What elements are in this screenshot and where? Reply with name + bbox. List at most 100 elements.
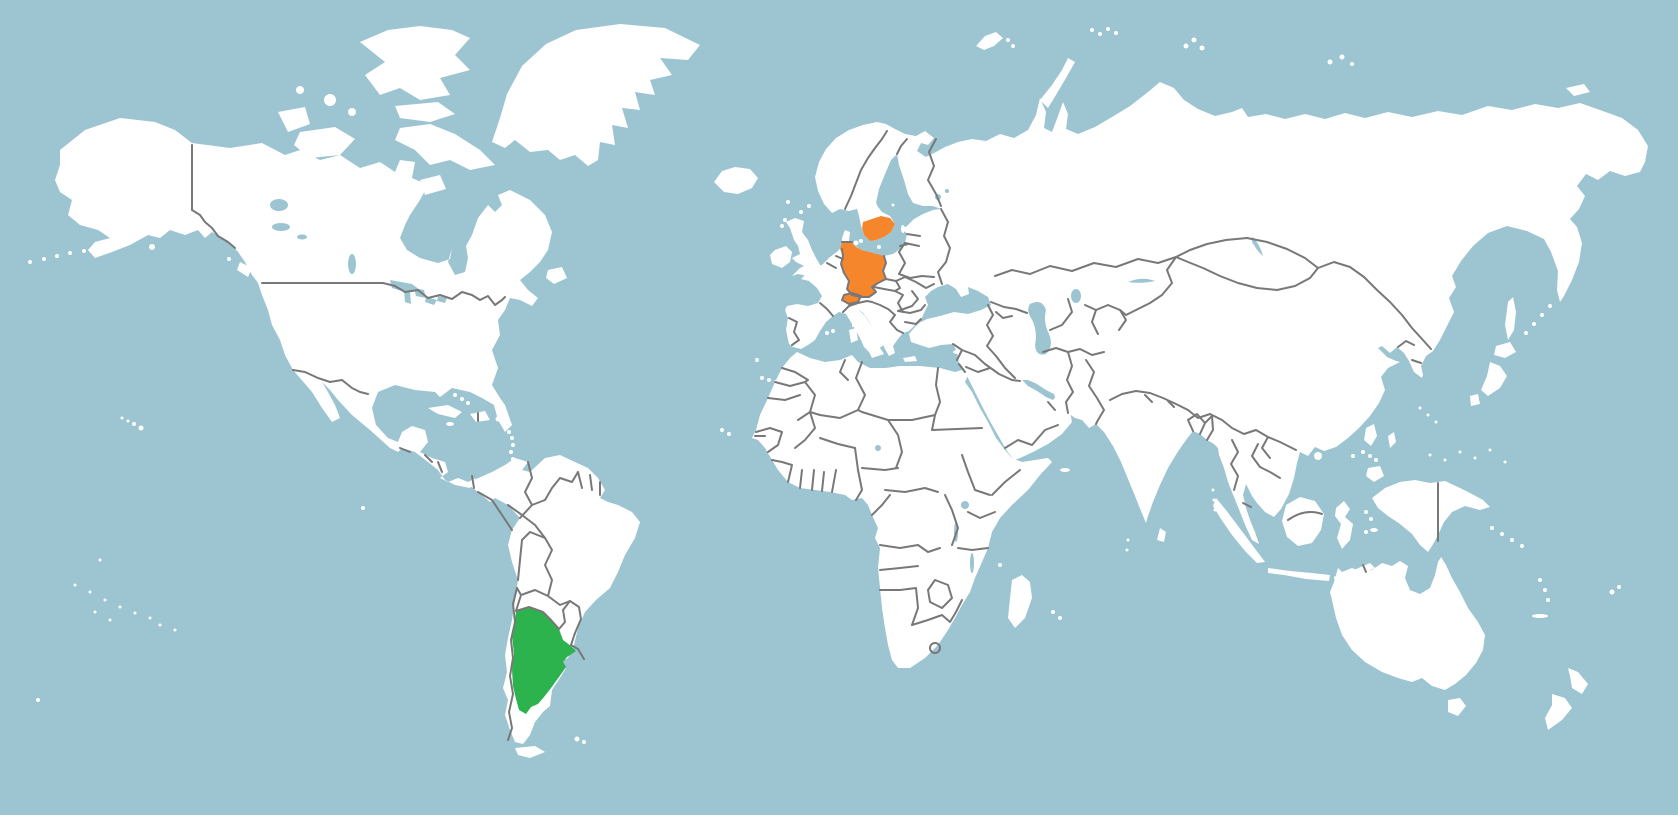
border-line bbox=[986, 304, 1016, 379]
island-borneo bbox=[1282, 497, 1324, 546]
island-dot bbox=[1327, 59, 1333, 65]
island-dot bbox=[453, 393, 457, 397]
island-dot bbox=[133, 611, 137, 615]
island-dot bbox=[1490, 526, 1494, 530]
island-dot bbox=[1368, 454, 1372, 458]
border-line bbox=[1091, 309, 1099, 335]
island-dot bbox=[1183, 43, 1189, 49]
island-dot bbox=[110, 245, 114, 249]
border-line bbox=[589, 474, 593, 491]
border-line bbox=[898, 242, 906, 253]
island-gotland bbox=[901, 225, 905, 233]
border-line bbox=[861, 467, 899, 471]
island-dot bbox=[853, 240, 859, 246]
landmasses bbox=[28, 24, 1648, 758]
island-dot bbox=[503, 424, 507, 428]
border-line bbox=[524, 461, 579, 506]
landmass-greenland bbox=[492, 24, 700, 166]
border-line bbox=[994, 256, 1177, 277]
border-line bbox=[1242, 502, 1252, 508]
border-line bbox=[774, 381, 816, 421]
border-line bbox=[937, 208, 951, 285]
border-line bbox=[1049, 298, 1073, 331]
border-line bbox=[1085, 359, 1105, 425]
island-dot bbox=[82, 249, 86, 253]
border-line bbox=[944, 494, 959, 546]
island-dot bbox=[831, 329, 835, 333]
island-dot bbox=[510, 436, 514, 440]
island-dot bbox=[148, 616, 152, 620]
border-line bbox=[958, 363, 966, 373]
border-line bbox=[788, 317, 800, 346]
border-line bbox=[904, 318, 922, 325]
border-line bbox=[995, 311, 1013, 319]
island-hainan bbox=[1314, 452, 1322, 460]
island-dot bbox=[42, 257, 46, 261]
lake-superior bbox=[390, 280, 420, 292]
island-victoria bbox=[294, 127, 355, 158]
landmass-eurasia bbox=[785, 82, 1648, 544]
border-line bbox=[799, 469, 803, 489]
border-line bbox=[839, 359, 849, 381]
island-dot bbox=[780, 224, 784, 228]
border-line bbox=[577, 471, 583, 489]
island-dot bbox=[507, 430, 511, 434]
island-sumatra bbox=[1213, 498, 1265, 563]
island-madagascar bbox=[1008, 575, 1032, 628]
border-line bbox=[767, 394, 801, 401]
island-dot bbox=[1532, 322, 1536, 326]
border-line bbox=[1042, 347, 1105, 356]
island-vancouver bbox=[237, 262, 252, 277]
island-devon bbox=[395, 102, 455, 122]
border-line bbox=[887, 419, 903, 469]
border-line bbox=[879, 587, 919, 626]
island-dot bbox=[1473, 456, 1477, 460]
border-line bbox=[437, 461, 443, 473]
border-line bbox=[191, 144, 236, 249]
highlighted-regions bbox=[512, 216, 895, 714]
border-line bbox=[771, 459, 793, 483]
island-nz-north bbox=[1568, 668, 1588, 694]
border-line bbox=[292, 369, 369, 395]
lake-ontario bbox=[437, 296, 447, 303]
island-sulawesi bbox=[1335, 501, 1353, 549]
island-dot bbox=[68, 251, 72, 255]
lake-onega bbox=[945, 189, 949, 193]
island-fiji bbox=[1609, 589, 1615, 595]
island-tierra-del-fuego bbox=[515, 746, 545, 758]
landmass-north-america bbox=[55, 118, 552, 488]
island-dot bbox=[807, 204, 811, 208]
island-dot bbox=[1211, 488, 1215, 492]
border-line bbox=[1118, 309, 1127, 331]
border-line bbox=[885, 276, 935, 289]
border-line bbox=[424, 454, 433, 463]
island-hawaii bbox=[120, 416, 124, 420]
island-great-britain bbox=[786, 218, 822, 276]
island-dot bbox=[1364, 530, 1368, 534]
border-line bbox=[819, 437, 856, 449]
island-sicily bbox=[868, 348, 884, 358]
border-line bbox=[1397, 340, 1415, 348]
border-line bbox=[507, 587, 518, 741]
island-ellesmere bbox=[360, 26, 470, 100]
island-nz-south bbox=[1545, 694, 1572, 730]
border-line bbox=[854, 447, 863, 501]
border-line bbox=[871, 494, 891, 516]
border-line bbox=[961, 454, 991, 496]
border-line bbox=[1251, 443, 1281, 479]
island-dot bbox=[1503, 460, 1507, 464]
island-dot bbox=[1011, 44, 1015, 48]
island-tasmania bbox=[1448, 698, 1466, 716]
border-line bbox=[894, 280, 904, 313]
landmass-australia bbox=[1330, 557, 1485, 690]
island-puerto-rico bbox=[495, 416, 501, 422]
island-dot bbox=[296, 86, 304, 94]
border-line bbox=[871, 301, 904, 334]
lake-great-bear bbox=[270, 199, 288, 211]
lake-winnipeg bbox=[348, 254, 356, 274]
lake-great-slave bbox=[272, 223, 290, 231]
border-line bbox=[927, 579, 953, 609]
island-dot bbox=[118, 605, 122, 609]
island-dot bbox=[466, 401, 470, 405]
